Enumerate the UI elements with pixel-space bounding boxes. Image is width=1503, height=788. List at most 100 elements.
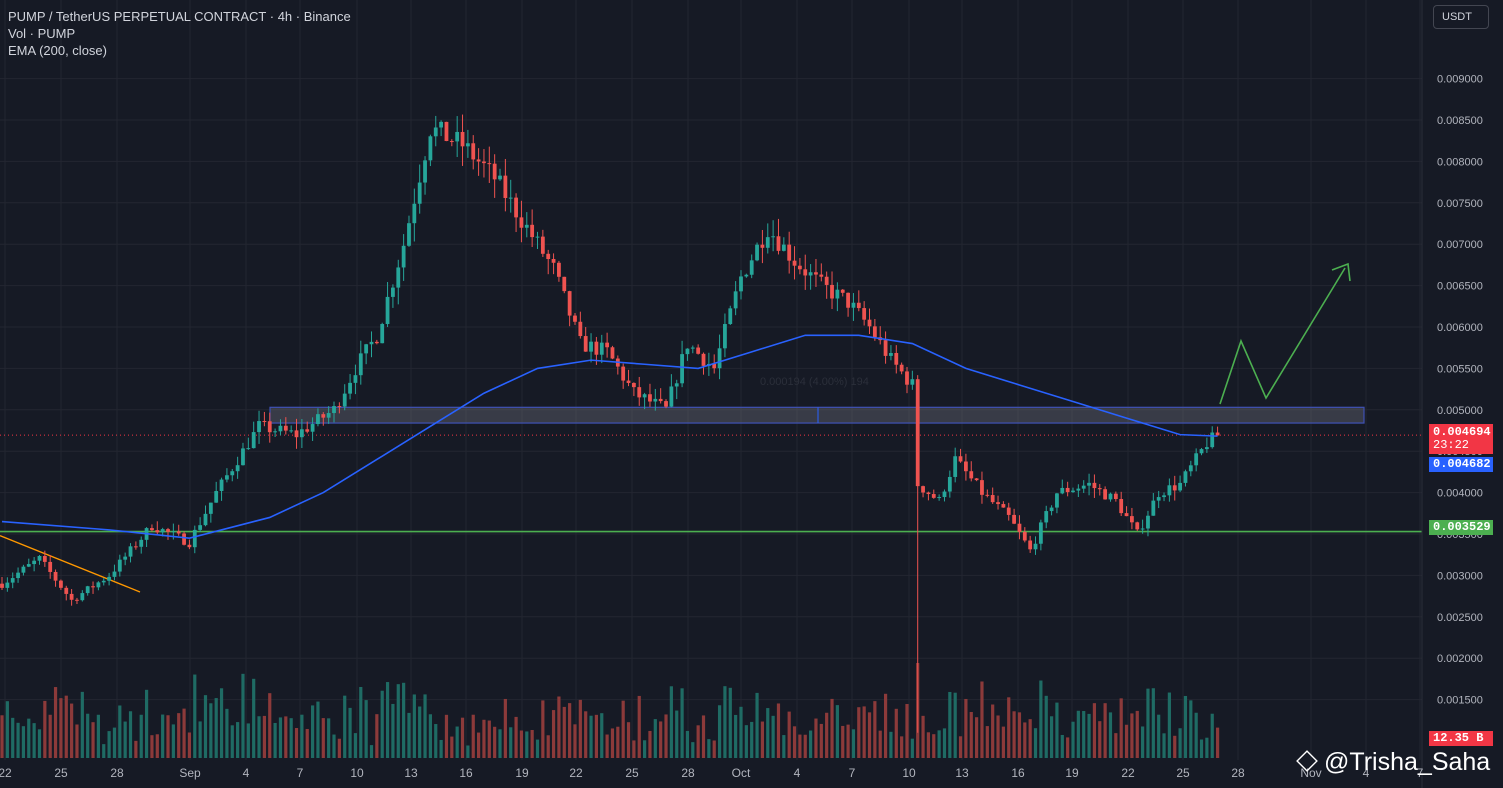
candle-body (626, 380, 631, 383)
x-tick-label: 4 (794, 766, 801, 780)
volume-bar (1173, 735, 1177, 758)
candle-body (648, 394, 652, 402)
candle-body (621, 366, 626, 381)
volume-bar (1141, 726, 1145, 758)
candle-body (792, 260, 797, 266)
volume-bar (1194, 712, 1198, 758)
volume-bar (96, 714, 100, 758)
candle-body (482, 161, 486, 164)
candle-body (637, 387, 642, 398)
volume-bar (551, 710, 556, 758)
candle-body (42, 555, 47, 562)
volume-bar (230, 725, 234, 758)
volume-bar (1119, 698, 1123, 758)
volume-bar (669, 686, 673, 758)
volume-bar (444, 714, 449, 758)
volume-bar (728, 687, 732, 758)
volume-bar (300, 714, 304, 758)
volume-bar (1183, 695, 1188, 758)
candle-body (653, 398, 658, 402)
resistance-zone (269, 406, 1365, 424)
candle-body (1167, 485, 1172, 496)
candle-body (299, 429, 304, 438)
volume-bar (525, 731, 529, 758)
candle-body (85, 586, 90, 594)
x-tick-label: 25 (54, 766, 68, 780)
volume-bar (257, 716, 261, 758)
volume-bar (1023, 722, 1027, 758)
candle-body (1124, 513, 1129, 517)
candle-body (310, 424, 315, 432)
candle-body (969, 471, 974, 479)
candle-body (503, 175, 508, 198)
volume-bar (466, 745, 470, 758)
candle-body (835, 289, 840, 299)
candle-body (348, 382, 352, 394)
volume-bar (428, 714, 432, 758)
x-tick-label: 13 (955, 766, 969, 780)
candle-body (53, 571, 58, 581)
last-price-value: 0.004694 (1433, 425, 1491, 439)
candle-body (524, 224, 529, 228)
volume-bar (857, 707, 861, 758)
volume-bar (809, 730, 813, 758)
candle-body (139, 539, 144, 547)
candle-body (192, 529, 197, 548)
volume-bar (1130, 713, 1134, 758)
x-tick-label: 28 (110, 766, 124, 780)
trend-line (0, 535, 141, 593)
candle-body (1162, 495, 1166, 498)
projection-arrow-head (1331, 262, 1351, 282)
volume-bar (1114, 733, 1118, 758)
volume-bars (0, 663, 1220, 758)
candle-body (64, 587, 69, 594)
volume-bar (385, 682, 390, 758)
candle-body (905, 371, 909, 385)
currency-unit-button[interactable]: USDT (1433, 5, 1489, 29)
grid (0, 0, 1422, 760)
candle-body (337, 406, 342, 408)
candle-body (203, 513, 208, 526)
candle-body (235, 465, 240, 472)
candle-body (171, 531, 176, 533)
volume-bar (878, 730, 882, 758)
candle-body (557, 262, 561, 277)
volume-bar (1151, 688, 1155, 758)
volume-bar (1135, 710, 1139, 758)
volume-bar (846, 724, 850, 758)
candle-body (396, 267, 401, 288)
volume-bar (396, 684, 400, 758)
candle-body (797, 265, 802, 270)
candle-body (1006, 507, 1011, 515)
candle-body (926, 492, 931, 495)
volume-bar (80, 691, 84, 758)
volume-bar (118, 705, 122, 758)
volume-bar (278, 717, 283, 758)
volume-bar (155, 734, 159, 758)
candle-body (814, 272, 818, 275)
volume-bar (980, 681, 984, 758)
volume-bar (487, 720, 491, 758)
candle-body (1188, 465, 1193, 472)
binance-logo-icon (1296, 750, 1318, 772)
candle-body (316, 414, 320, 425)
candle-body (241, 448, 245, 466)
volume-bar (744, 725, 748, 758)
y-tick-label: 0.001500 (1437, 695, 1483, 707)
candle-body (535, 236, 540, 238)
volume-bar (337, 738, 341, 758)
candle-body (872, 326, 877, 338)
candle-body (787, 244, 792, 261)
volume-bar (166, 715, 170, 758)
volume-bar (289, 718, 293, 758)
volume-bar (359, 686, 363, 758)
candle-body (562, 276, 567, 292)
volume-bar (996, 715, 1000, 758)
candle-body (358, 353, 363, 376)
volume-bar (610, 728, 615, 758)
volume-bar (434, 724, 438, 758)
candle-body (225, 475, 229, 480)
candle-body (128, 546, 133, 557)
volume-bar (953, 692, 957, 758)
